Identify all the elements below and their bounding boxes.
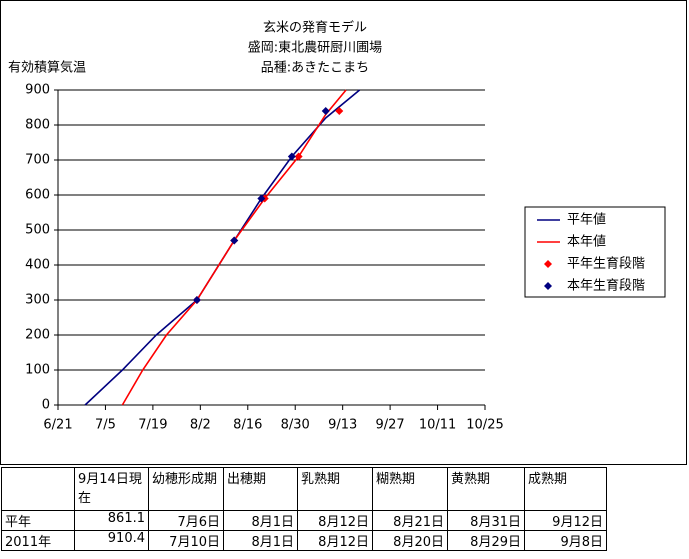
chart-title: 玄米の発育モデル (263, 20, 367, 36)
subtitle: 盛岡:東北農研厨川圃場 (248, 40, 382, 56)
x-tick-label: 9/13 (328, 418, 357, 433)
table-cell: 8月21日 (372, 510, 448, 531)
x-tick-label: 8/2 (190, 418, 211, 433)
table-cell: 8月1日 (223, 510, 298, 531)
x-tick-label: 10/25 (466, 418, 503, 433)
table-cell: 7月10日 (148, 530, 224, 551)
marker (321, 107, 330, 115)
legend-swatch (544, 282, 552, 290)
y-tick-label: 600 (25, 188, 50, 203)
data-table: 9月14日現在 幼穂形成期 出穂期 乳熟期 糊熟期 黄熟期 成熟期 平年 861.1 7月6日 8月… (1, 467, 607, 551)
y-tick-label: 400 (25, 258, 50, 273)
table-cell: 2011年 (1, 530, 75, 551)
table-cell: 910.4 (74, 530, 149, 551)
y-tick-label: 100 (25, 363, 50, 378)
table-cell: 9月12日 (524, 510, 607, 531)
plot-area (58, 90, 485, 405)
table-cell: 成熟期 (524, 467, 607, 511)
x-tick-label: 7/5 (95, 418, 116, 433)
table-cell: 8月31日 (447, 510, 525, 531)
marker (287, 152, 296, 161)
table-cell (1, 467, 75, 511)
x-tick-label: 8/30 (281, 418, 310, 433)
y-axis-label: 有効積算気温 (8, 60, 86, 76)
table-cell: 黄熟期 (447, 467, 525, 511)
table-cell: 9月8日 (524, 530, 607, 551)
subtitle: 品種:あきたこまち (261, 60, 369, 76)
table-row: 9月14日現在 幼穂形成期 出穂期 乳熟期 糊熟期 黄熟期 成熟期 (1, 467, 607, 511)
table-cell: 幼穂形成期 (148, 467, 224, 511)
chart: 玄米の発育モデル 盛岡:東北農研厨川圃場 品種:あきたこまち 有効積算気温 0 1… (0, 0, 687, 465)
x-tick-label: 8/16 (233, 418, 262, 433)
table-cell: 8月12日 (297, 530, 373, 551)
legend-label: 平年値 (567, 212, 606, 228)
x-tick-label: 9/27 (376, 418, 405, 433)
y-tick-label: 700 (25, 153, 50, 168)
y-tick-label: 300 (25, 293, 50, 308)
marker (257, 194, 266, 203)
legend-label: 本年値 (567, 234, 606, 250)
marker (335, 107, 344, 115)
x-tick-label: 7/19 (138, 418, 167, 433)
legend-label: 本年生育段階 (567, 278, 645, 294)
y-tick-label: 900 (25, 83, 50, 98)
y-tick-label: 200 (25, 328, 50, 343)
table-row: 2011年 910.4 7月10日 8月1日 8月12日 8月20日 8月29日 9月8日 (1, 530, 607, 551)
x-tick-label: 10/11 (419, 418, 456, 433)
marker (230, 236, 239, 245)
legend (524, 206, 666, 298)
y-tick-label: 800 (25, 118, 50, 133)
table-cell: 7月6日 (148, 510, 224, 531)
marker (294, 152, 303, 161)
table-cell: 8月1日 (223, 530, 298, 551)
y-tick-label: 0 (42, 398, 50, 413)
marker (192, 296, 201, 304)
table-cell: 糊熟期 (372, 467, 448, 511)
table-cell: 8月20日 (372, 530, 448, 551)
table-cell: 平年 (1, 510, 75, 531)
legend-label: 平年生育段階 (567, 256, 645, 272)
table-cell: 9月14日現在 (74, 467, 149, 511)
table-cell: 861.1 (74, 510, 149, 531)
table-cell: 8月29日 (447, 530, 525, 551)
x-tick-label: 6/21 (43, 418, 72, 433)
table-cell: 出穂期 (223, 467, 298, 511)
legend-swatch (544, 260, 552, 268)
table-cell: 乳熟期 (297, 467, 373, 511)
chart-border (0, 0, 687, 465)
table-cell: 8月12日 (297, 510, 373, 531)
table-row: 平年 861.1 7月6日 8月1日 8月12日 8月21日 8月31日 9月12日 (1, 510, 607, 531)
y-tick-label: 500 (25, 223, 50, 238)
